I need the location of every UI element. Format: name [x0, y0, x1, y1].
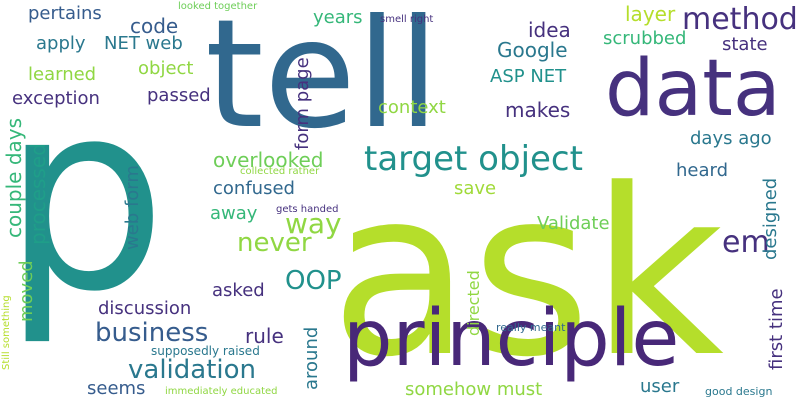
word-method: method: [682, 2, 798, 37]
word-around: around: [301, 326, 322, 390]
word-somehow-must: somehow must: [405, 379, 543, 400]
word-principle: principle: [343, 294, 680, 384]
word-layer: layer: [625, 2, 676, 26]
word-google: Google: [497, 38, 568, 62]
word-gets-handed: gets handed: [276, 204, 339, 215]
word-way: way: [285, 207, 342, 240]
word-target-object: target object: [364, 139, 583, 179]
word-em: em: [722, 225, 770, 260]
word-asked: asked: [212, 280, 265, 301]
word-pertains: pertains: [28, 3, 102, 24]
word-validation: validation: [128, 355, 257, 385]
word-oop: OOP: [285, 266, 342, 296]
word-form-page: form page: [292, 57, 313, 150]
word-tell: tell: [205, 0, 440, 162]
word-designed: designed: [760, 177, 781, 260]
word-business: business: [95, 318, 209, 348]
word-smell-right: smell right: [380, 14, 434, 25]
word-overlooked: overlooked: [213, 148, 324, 172]
word-exception: exception: [12, 88, 100, 109]
word-years: years: [313, 7, 363, 28]
word-user: user: [640, 376, 680, 397]
word-never: never: [237, 228, 312, 258]
word-apply: apply: [36, 33, 86, 54]
word-code: code: [130, 14, 179, 38]
word-p: p: [2, 47, 168, 349]
word-seems: seems: [87, 378, 146, 399]
word-immediately-educated: immediately educated: [165, 386, 278, 397]
word-looked-together: looked together: [178, 1, 258, 12]
word-moved: moved: [16, 260, 37, 322]
word-good-design: good design: [705, 385, 773, 398]
word-away: away: [210, 203, 258, 224]
word-supposedly-raised: supposedly raised: [151, 344, 260, 358]
word-object: object: [138, 58, 194, 79]
word-passed: passed: [147, 85, 211, 106]
word-processed: processed: [26, 143, 50, 245]
word-rule: rule: [245, 324, 284, 348]
word-confused: confused: [213, 178, 295, 199]
word-idea: idea: [528, 18, 571, 42]
word-ask: ask: [330, 141, 724, 400]
word-makes: makes: [505, 98, 571, 122]
word-discussion: discussion: [98, 298, 192, 319]
word-web-form: web form: [122, 165, 143, 250]
word-net-web: NET web: [104, 33, 183, 54]
word-learned: learned: [28, 64, 97, 85]
word-really-meant: really meant: [496, 321, 566, 334]
word-couple-days: couple days: [2, 117, 26, 238]
word-still-something: Still something: [1, 295, 12, 370]
word-state: state: [722, 34, 768, 55]
word-days-ago: days ago: [690, 128, 772, 149]
word-first-time: first time: [766, 288, 787, 370]
word-directed: directed: [464, 270, 483, 336]
word-scrubbed: scrubbed: [603, 28, 687, 49]
word-collected-rather: collected rather: [240, 166, 320, 177]
word-context: context: [378, 97, 446, 118]
word-heard: heard: [676, 160, 729, 181]
word-asp-net: ASP NET: [490, 66, 567, 87]
word-validate: Validate: [537, 213, 610, 234]
word-data: data: [605, 44, 781, 134]
word-save: save: [454, 178, 497, 199]
